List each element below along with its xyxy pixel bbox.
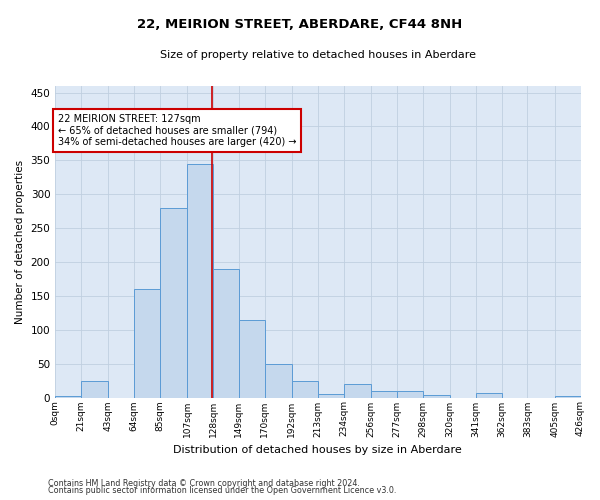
Text: 22 MEIRION STREET: 127sqm
← 65% of detached houses are smaller (794)
34% of semi: 22 MEIRION STREET: 127sqm ← 65% of detac… <box>58 114 296 148</box>
Bar <box>81 380 108 398</box>
Text: Contains HM Land Registry data © Crown copyright and database right 2024.: Contains HM Land Registry data © Crown c… <box>48 478 360 488</box>
Bar <box>476 393 502 398</box>
Bar <box>55 396 81 398</box>
Text: Contains public sector information licensed under the Open Government Licence v3: Contains public sector information licen… <box>48 486 397 495</box>
Bar <box>292 380 318 398</box>
Bar <box>213 269 239 398</box>
Bar <box>344 384 371 398</box>
Y-axis label: Number of detached properties: Number of detached properties <box>15 160 25 324</box>
X-axis label: Distribution of detached houses by size in Aberdare: Distribution of detached houses by size … <box>173 445 462 455</box>
Bar <box>187 164 213 398</box>
Bar <box>318 394 344 398</box>
Bar <box>239 320 265 398</box>
Bar <box>554 396 581 398</box>
Title: Size of property relative to detached houses in Aberdare: Size of property relative to detached ho… <box>160 50 476 60</box>
Bar <box>371 390 397 398</box>
Bar <box>422 396 450 398</box>
Bar <box>134 289 160 398</box>
Bar <box>265 364 292 398</box>
Text: 22, MEIRION STREET, ABERDARE, CF44 8NH: 22, MEIRION STREET, ABERDARE, CF44 8NH <box>137 18 463 30</box>
Bar <box>397 390 422 398</box>
Bar <box>160 208 187 398</box>
